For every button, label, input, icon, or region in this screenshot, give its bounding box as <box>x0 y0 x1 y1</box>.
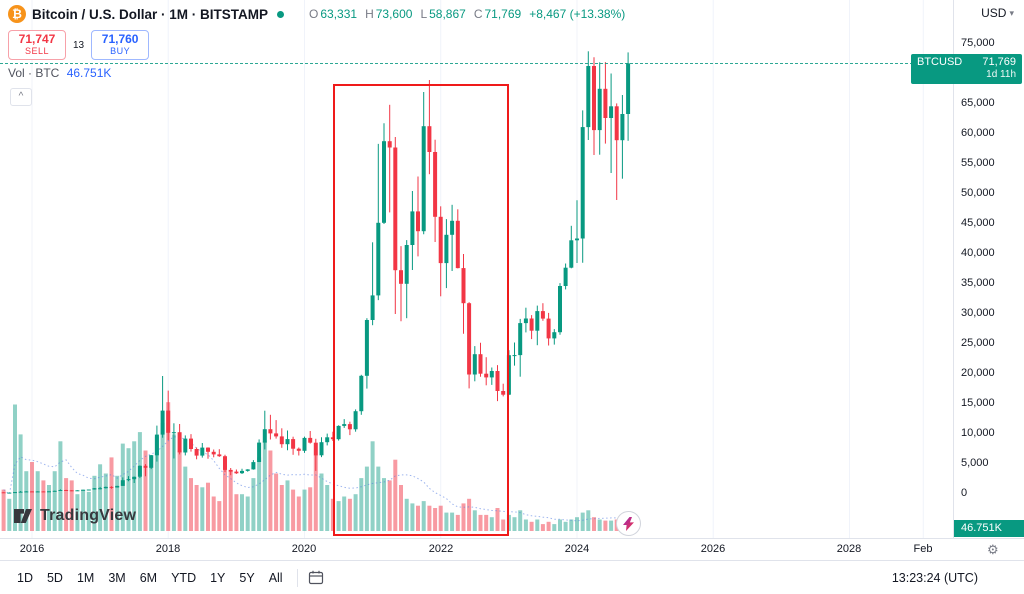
close-value: 71,769 <box>484 7 522 21</box>
tradingview-logo-text: TradingView <box>40 507 137 524</box>
grid-layer <box>31 0 924 538</box>
range-button-5d[interactable]: 5D <box>46 570 63 585</box>
ohlc-readout: O 63,331 H 73,600 L 58,867 C 71,769 +8,467 (… <box>301 7 625 21</box>
currency-dropdown[interactable]: USD ▾ <box>981 6 1014 20</box>
sell-button[interactable]: 71,747 SELL <box>8 30 66 60</box>
bar-countdown: 1d 11h <box>986 69 1016 80</box>
volume-ma-line <box>3 436 629 522</box>
price-axis-label: 5,000 <box>961 457 989 469</box>
toolbar-divider <box>296 568 298 587</box>
volume-label: Vol · BTC <box>8 66 60 80</box>
bottom-toolbar: 1D 5D 1M 3M 6M YTD 1Y 5Y All 13:23:24 (UTC) <box>0 560 1024 594</box>
tradingview-logo[interactable]: TradingView <box>12 505 136 527</box>
price-badge-symbol: BTCUSD <box>917 56 963 68</box>
price-axis-label: 25,000 <box>961 337 995 349</box>
bitcoin-icon: ₿ <box>8 5 26 23</box>
price-badge: BTCUSD 71,769 1d 11h <box>911 54 1022 84</box>
low-label: L <box>420 7 428 21</box>
time-axis[interactable]: ⚙ 2016 2018 2020 2022 2024 2026 2028 Feb <box>0 538 1024 560</box>
event-lightning-icon[interactable] <box>616 511 641 536</box>
lightning-bolt-icon <box>623 516 634 531</box>
time-axis-label: 2022 <box>428 543 454 555</box>
range-button-all[interactable]: All <box>268 570 283 585</box>
price-axis-label: 65,000 <box>961 97 995 109</box>
go-to-date-button[interactable] <box>305 567 327 589</box>
go-to-date-icon <box>308 570 323 584</box>
low-value: 58,867 <box>429 7 466 21</box>
range-button-1m[interactable]: 1M <box>76 570 95 585</box>
time-axis-label: 2028 <box>836 543 862 555</box>
range-button-1d[interactable]: 1D <box>17 570 33 585</box>
high-label: H <box>365 7 374 21</box>
spread-value: 13 <box>73 39 85 51</box>
range-button-5y[interactable]: 5Y <box>239 570 255 585</box>
price-axis-label: 60,000 <box>961 127 995 139</box>
candles-layer <box>1 51 631 494</box>
close-label: C <box>473 7 483 21</box>
gear-icon[interactable]: ⚙ <box>987 542 999 557</box>
price-axis-label: 45,000 <box>961 217 995 229</box>
range-button-1y[interactable]: 1Y <box>210 570 226 585</box>
price-axis-label: 20,000 <box>961 367 995 379</box>
time-axis-label: 2026 <box>700 543 726 555</box>
price-axis-label: 15,000 <box>961 397 995 409</box>
change-value: +8,467 (+13.38%) <box>529 7 626 21</box>
price-axis-label: 30,000 <box>961 307 995 319</box>
price-axis-label: 0 <box>961 487 968 499</box>
time-axis-label: 2024 <box>564 543 590 555</box>
price-axis-label: 10,000 <box>961 427 995 439</box>
time-axis-label: 2018 <box>155 543 181 555</box>
chart-pane[interactable]: ₿ Bitcoin / U.S. Dollar · 1M · BITSTAMP … <box>0 0 953 538</box>
price-axis-label: 40,000 <box>961 247 995 259</box>
tradingview-logo-icon <box>14 509 32 523</box>
high-value: 73,600 <box>375 7 413 21</box>
buy-label: BUY <box>110 46 131 56</box>
collapse-legend-button[interactable]: ^ <box>10 88 32 106</box>
range-button-3m[interactable]: 3M <box>108 570 126 585</box>
trade-widget: 71,747 SELL 13 71,760 BUY <box>8 30 150 60</box>
price-axis-label: 50,000 <box>961 187 995 199</box>
price-axis-label: 35,000 <box>961 277 995 289</box>
currency-value: USD <box>981 6 1007 20</box>
candlestick-volume-chart[interactable] <box>0 0 953 538</box>
annotation-rectangle[interactable] <box>333 84 509 536</box>
price-badge-price: 71,769 <box>982 56 1016 68</box>
clock-utc[interactable]: 13:23:24 (UTC) <box>891 570 978 585</box>
volume-badge: 46.751K <box>954 520 1024 537</box>
caret-down-icon: ▾ <box>1009 7 1014 18</box>
time-axis-label: 2020 <box>291 543 317 555</box>
buy-button[interactable]: 71,760 BUY <box>91 30 150 60</box>
volume-value: 46.751K <box>66 66 112 80</box>
sell-price: 71,747 <box>18 32 56 46</box>
sell-label: SELL <box>24 46 50 56</box>
time-axis-label: Feb <box>913 543 933 555</box>
market-status-icon[interactable] <box>277 10 285 18</box>
current-price-line <box>0 63 953 64</box>
open-label: O <box>309 7 319 21</box>
buy-price: 71,760 <box>101 32 139 46</box>
price-axis-label: 55,000 <box>961 157 995 169</box>
symbol-title[interactable]: Bitcoin / U.S. Dollar · 1M · BITSTAMP <box>32 6 269 22</box>
price-axis-label: 75,000 <box>961 37 995 49</box>
range-button-6m[interactable]: 6M <box>139 570 158 585</box>
range-button-ytd[interactable]: YTD <box>171 570 197 585</box>
open-value: 63,331 <box>320 7 358 21</box>
volume-legend[interactable]: Vol · BTC 46.751K <box>8 66 111 80</box>
time-axis-label: 2016 <box>19 543 45 555</box>
